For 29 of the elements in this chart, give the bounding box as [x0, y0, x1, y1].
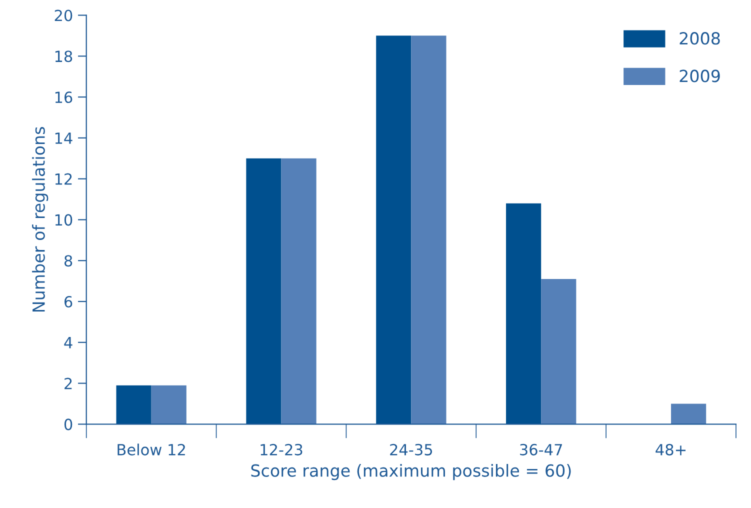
- x-axis-title: Score range (maximum possible = 60): [251, 464, 571, 480]
- x-tick-label: 48+: [656, 444, 686, 456]
- y-tick-label: 4: [64, 337, 72, 348]
- y-tick-label: 10: [55, 214, 72, 226]
- y-axis-title: Number of regulations: [32, 127, 48, 312]
- legend-label: 2008: [680, 32, 720, 45]
- y-tick-label: 20: [54, 10, 72, 22]
- x-tick-label: 24-35: [390, 444, 432, 456]
- y-tick-label: 0: [64, 418, 72, 430]
- y-tick-label: 16: [55, 91, 72, 104]
- legend-label: 2009: [680, 70, 720, 82]
- bar: [246, 158, 282, 424]
- bar: [411, 36, 446, 424]
- bar: [671, 404, 706, 424]
- y-tick-label: 2: [64, 378, 72, 390]
- y-tick-label: 18: [55, 50, 72, 62]
- bar: [541, 279, 576, 424]
- bar: [376, 36, 412, 424]
- bar: [506, 203, 542, 424]
- x-tick-label: Below 12: [118, 444, 185, 456]
- y-tick-label: 12: [55, 173, 72, 185]
- x-tick-label: 12-23: [260, 444, 302, 456]
- x-tick-label: 36-47: [520, 444, 562, 456]
- bar: [151, 385, 186, 424]
- bar: [116, 385, 152, 424]
- bar: [281, 158, 316, 424]
- y-tick-label: 14: [55, 132, 72, 144]
- y-tick-label: 8: [64, 255, 72, 267]
- y-tick-label: 6: [64, 296, 72, 308]
